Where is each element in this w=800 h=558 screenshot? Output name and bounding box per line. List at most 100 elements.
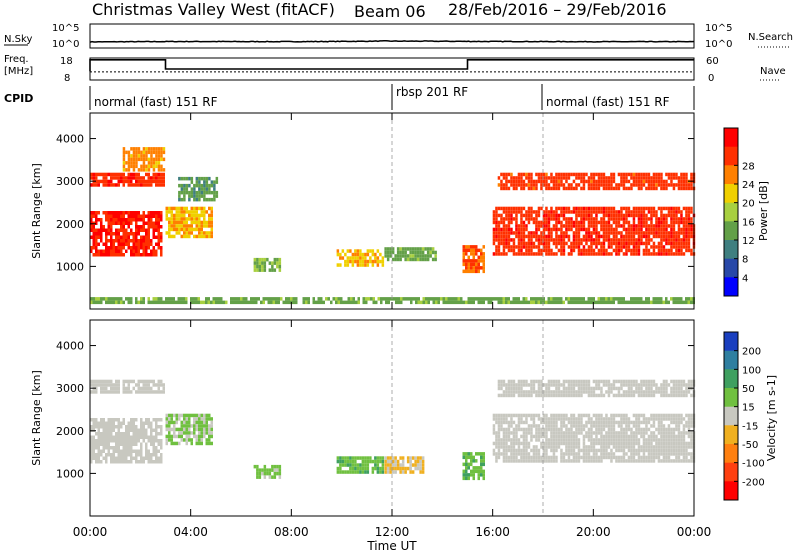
heatmap-cell: [637, 390, 641, 394]
heatmap-cell: [602, 179, 606, 184]
heatmap-cell: [102, 228, 105, 232]
heatmap-cell: [670, 427, 673, 432]
heatmap-cell: [155, 253, 158, 257]
heatmap-cell: [585, 213, 588, 218]
heatmap-cell: [507, 213, 511, 218]
heatmap-cell: [580, 393, 583, 398]
heatmap-cell: [560, 248, 563, 253]
heatmap-cell: [605, 383, 608, 387]
heatmap-cell: [670, 445, 673, 449]
heatmap-cell: [140, 242, 143, 246]
heatmap-cell: [386, 456, 390, 460]
heatmap-cell: [567, 176, 571, 180]
heatmap-cell: [582, 206, 586, 211]
heatmap-cell: [650, 183, 653, 187]
heatmap-cell: [610, 183, 613, 187]
heatmap-cell: [115, 383, 118, 387]
heatmap-cell: [225, 300, 228, 305]
heatmap-cell: [670, 297, 673, 301]
heatmap-cell: [557, 213, 561, 218]
heatmap-cell: [562, 241, 566, 246]
heatmap-cell: [142, 221, 145, 225]
heatmap-cell: [637, 186, 641, 191]
heatmap-cell: [550, 448, 553, 453]
heatmap-cell: [637, 245, 641, 249]
heatmap-cell: [562, 206, 566, 211]
heatmap-cell: [416, 247, 420, 251]
heatmap-cell: [339, 459, 342, 464]
heatmap-cell: [130, 300, 133, 305]
heatmap-cell: [540, 172, 543, 177]
heatmap-cell: [137, 435, 140, 439]
heatmap-cell: [672, 241, 676, 246]
heatmap-cell: [392, 297, 395, 301]
heatmap-cell: [675, 220, 678, 225]
heatmap-cell: [682, 427, 686, 432]
heatmap-cell: [567, 220, 571, 225]
heatmap-cell: [495, 224, 498, 228]
heatmap-cell: [157, 147, 161, 151]
heatmap-cell: [92, 297, 95, 301]
heatmap-cell: [560, 176, 563, 180]
heatmap-cell: [200, 227, 203, 232]
heatmap-cell: [600, 393, 603, 398]
heatmap-cell: [592, 241, 596, 246]
heatmap-cell: [617, 231, 621, 235]
heatmap-cell: [92, 242, 95, 246]
heatmap-cell: [652, 417, 656, 421]
heatmap-cell: [665, 238, 668, 242]
y-tick-label: 2000: [56, 425, 84, 438]
heatmap-cell: [542, 431, 546, 435]
heatmap-cell: [597, 448, 601, 453]
heatmap-cell: [381, 259, 385, 264]
heatmap-cell: [632, 420, 636, 425]
heatmap-cell: [587, 452, 591, 456]
heatmap-cell: [555, 172, 558, 177]
heatmap-cell: [607, 238, 611, 242]
heatmap-cell: [376, 463, 380, 467]
heatmap-cell: [540, 445, 543, 449]
heatmap-cell: [421, 456, 425, 460]
heatmap-cell: [552, 390, 556, 394]
heatmap-cell: [580, 386, 583, 391]
heatmap-cell: [617, 217, 621, 221]
heatmap-cell: [150, 386, 153, 391]
heatmap-cell: [567, 183, 571, 187]
heatmap-cell: [95, 432, 98, 436]
heatmap-cell: [522, 224, 526, 228]
heatmap-cell: [112, 183, 115, 187]
heatmap-cell: [510, 210, 513, 214]
heatmap-cell: [271, 268, 274, 272]
heatmap-cell: [140, 246, 143, 250]
heatmap-cell: [361, 459, 365, 464]
heatmap-cell: [386, 466, 390, 471]
heatmap-cell: [542, 390, 546, 394]
heatmap-cell: [188, 417, 191, 421]
heatmap-cell: [178, 434, 181, 439]
heatmap-cell: [495, 206, 498, 211]
heatmap-cell: [625, 452, 628, 456]
heatmap-cell: [672, 172, 676, 177]
heatmap-cell: [610, 213, 613, 218]
heatmap-cell: [560, 427, 563, 432]
heatmap-cell: [587, 455, 591, 460]
heatmap-cell: [685, 231, 688, 235]
heatmap-cell: [545, 238, 548, 242]
colorbar-segment: [724, 369, 738, 389]
heatmap-cell: [420, 300, 423, 305]
heatmap-cell: [95, 228, 98, 232]
heatmap-cell: [682, 393, 686, 398]
heatmap-cell: [637, 441, 641, 446]
heatmap-cell: [110, 242, 113, 246]
heatmap-cell: [502, 241, 506, 246]
heatmap-cell: [662, 252, 666, 256]
heatmap-cell: [379, 470, 382, 474]
heatmap-cell: [622, 390, 626, 394]
heatmap-cell: [125, 439, 128, 443]
heatmap-cell: [135, 221, 138, 225]
heatmap-cell: [560, 183, 563, 187]
heatmap-cell: [90, 235, 93, 239]
heatmap-cell: [462, 259, 465, 263]
heatmap-cell: [607, 252, 611, 256]
heatmap-cell: [680, 183, 683, 187]
